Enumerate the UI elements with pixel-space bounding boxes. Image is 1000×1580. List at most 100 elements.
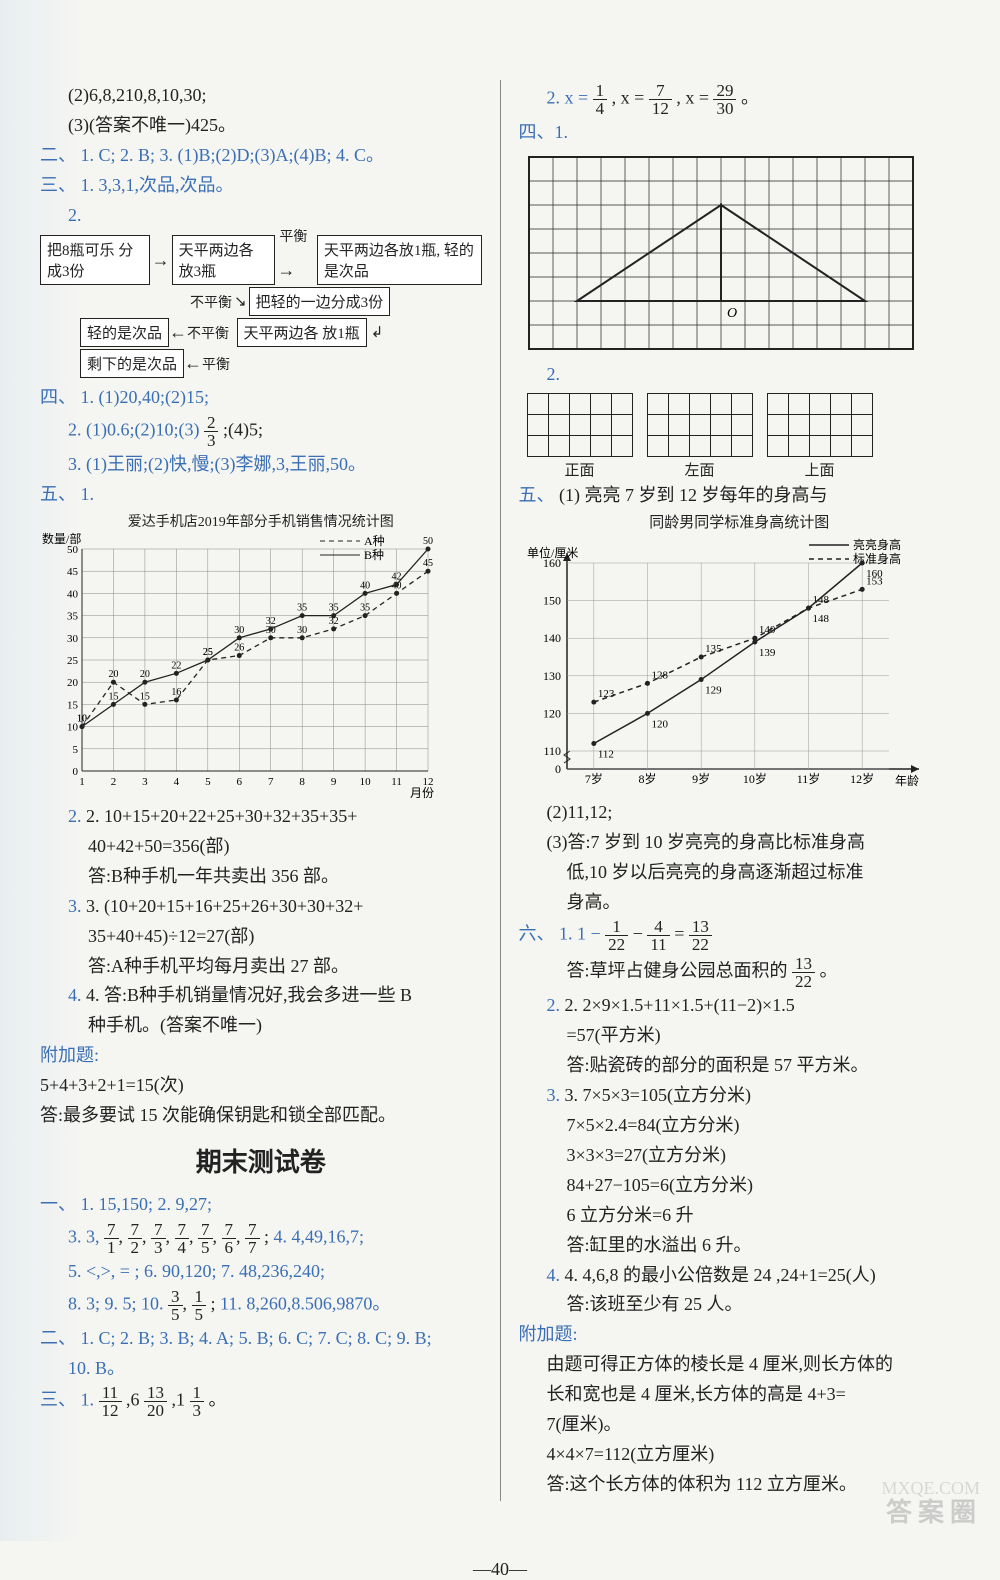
flow-box: 轻的是次品: [80, 318, 169, 347]
page: (2)6,8,210,8,10,30; (3)(答案不唯一)425。 二、 1.…: [0, 0, 1000, 1541]
arrow-icon: [152, 250, 170, 271]
text: 3. 3, 71, 72, 73, 74, 75, 76, 77 ; 4. 4,…: [40, 1221, 482, 1256]
text: 1. C;: [81, 145, 116, 165]
text: 四、 1. (1)20,40;(2)15;: [40, 384, 482, 412]
svg-text:6: 6: [237, 776, 243, 788]
svg-text:30: 30: [67, 633, 79, 645]
bonus-label: 附加题:: [40, 1042, 482, 1070]
svg-text:10岁: 10岁: [742, 771, 766, 786]
svg-text:25: 25: [67, 655, 79, 667]
flow-label: 平衡: [202, 354, 230, 374]
text: 2.: [519, 361, 961, 389]
svg-text:32: 32: [266, 616, 276, 627]
text: 40+42+50=356(部): [40, 833, 482, 861]
svg-text:10: 10: [77, 714, 87, 725]
text: 1. 15,150;: [81, 1194, 154, 1214]
section-label: 二、: [40, 145, 76, 165]
text: 10. B。: [40, 1355, 482, 1383]
section-label: 六、: [519, 924, 555, 944]
text: 2. x = 14 , x = 712 , x = 2930 。: [519, 82, 961, 117]
svg-text:数量/部: 数量/部: [42, 531, 81, 546]
text: (2)11,12;: [519, 799, 961, 827]
section-label: 二、: [40, 1328, 76, 1348]
text: =57(平方米): [519, 1022, 961, 1050]
svg-text:9: 9: [331, 776, 337, 788]
svg-text:0: 0: [73, 766, 79, 778]
text: 三、 1. 1112 ,6 1320 ,1 13 。: [40, 1384, 482, 1419]
svg-text:130: 130: [543, 669, 561, 683]
section-label: 四、: [40, 387, 76, 407]
svg-text:35: 35: [297, 603, 307, 614]
text: 长和宽也是 4 厘米,长方体的高是 4+3=: [519, 1381, 961, 1409]
text: 答:该班至少有 25 人。: [519, 1291, 961, 1319]
text: 答:草坪占健身公园总面积的 1322 。: [519, 955, 961, 990]
svg-text:9岁: 9岁: [692, 771, 710, 786]
svg-text:11岁: 11岁: [796, 771, 820, 786]
flow-box: 天平两边各放1瓶, 轻的是次品: [317, 235, 482, 285]
svg-text:120: 120: [543, 706, 561, 720]
text: 身高。: [519, 889, 961, 917]
svg-text:139: 139: [758, 647, 775, 659]
svg-text:年龄: 年龄: [895, 774, 919, 788]
text: 2. B;: [120, 145, 155, 165]
svg-text:3: 3: [142, 776, 148, 788]
svg-text:30: 30: [234, 625, 244, 636]
svg-text:12岁: 12岁: [850, 771, 874, 786]
sales-chart: 05101520253035404550123456789101112数量/部月…: [40, 531, 440, 801]
svg-text:0: 0: [555, 762, 561, 776]
text: 8. 3; 9. 5; 10. 35, 15 ; 11. 8,260,8.506…: [40, 1288, 482, 1323]
text: 2.: [40, 202, 482, 230]
text: 4. 4. 答:B种手机销量情况好,我会多进一些 B: [40, 982, 482, 1010]
svg-text:140: 140: [543, 631, 561, 645]
svg-text:25: 25: [203, 647, 213, 658]
svg-text:亮亮身高: 亮亮身高: [853, 537, 901, 552]
flow-box: 天平两边各 放1瓶: [237, 318, 367, 347]
fraction: 23: [204, 414, 219, 449]
text: 1. (1)20,40;(2)15;: [81, 387, 209, 407]
svg-text:20: 20: [140, 669, 150, 680]
arrow-icon: [169, 322, 187, 343]
svg-text:160: 160: [543, 556, 561, 570]
text: 答:最多要试 15 次能确保钥匙和锁全部匹配。: [40, 1102, 482, 1130]
svg-text:35: 35: [360, 603, 370, 614]
svg-text:7岁: 7岁: [584, 771, 602, 786]
bonus-label: 附加题:: [519, 1321, 961, 1349]
svg-text:B种: B种: [364, 548, 384, 562]
text: 六、 1. 1 − 122 − 411 = 1322: [519, 918, 961, 953]
text: 3. (1)B;(2)D;(3)A;(4)B;: [160, 145, 332, 165]
left-column: (2)6,8,210,8,10,30; (3)(答案不唯一)425。 二、 1.…: [30, 80, 501, 1501]
arrow-icon: [184, 353, 202, 374]
svg-text:A种: A种: [364, 534, 385, 548]
flow-box: 把8瓶可乐 分成3份: [40, 235, 150, 285]
text: (3)答:7 岁到 10 岁亮亮的身高比标准身高: [519, 829, 961, 857]
text: 3. (1)王丽;(2)快,慢;(3)李娜,3,王丽,50。: [40, 451, 482, 479]
text: 答:贴瓷砖的部分的面积是 57 平方米。: [519, 1052, 961, 1080]
flow-box: 剩下的是次品: [80, 349, 184, 378]
text: 3. 3. 7×5×3=105(立方分米): [519, 1082, 961, 1110]
svg-text:5: 5: [205, 776, 211, 788]
svg-text:30: 30: [297, 625, 307, 636]
height-chart: 单位/厘米年龄01101201301401501607岁8岁9岁10岁11岁12…: [519, 537, 949, 797]
svg-text:150: 150: [543, 594, 561, 608]
text: 五、 1.: [40, 481, 482, 509]
flow-box: 天平两边各 放3瓶: [172, 235, 276, 285]
svg-text:129: 129: [705, 684, 722, 696]
svg-text:15: 15: [140, 692, 150, 703]
svg-text:22: 22: [171, 660, 181, 671]
svg-text:15: 15: [67, 700, 79, 712]
text: 2. (1)0.6;(2)10;(3) 23 ;(4)5;: [40, 414, 482, 449]
svg-text:50: 50: [423, 536, 433, 547]
page-number: —40—: [0, 1559, 1000, 1580]
text: 4×4×7=112(立方厘米): [519, 1441, 961, 1469]
svg-text:2: 2: [111, 776, 117, 788]
text: 4. C。: [336, 145, 384, 165]
text: 6 立方分米=6 升: [519, 1202, 961, 1230]
svg-text:35: 35: [329, 603, 339, 614]
svg-text:5: 5: [73, 744, 79, 756]
text: 1. 3,3,1,次品,次品。: [81, 175, 234, 195]
section-label: 四、: [519, 122, 555, 142]
svg-text:160: 160: [866, 568, 883, 580]
svg-text:110: 110: [543, 744, 561, 758]
svg-text:8岁: 8岁: [638, 771, 656, 786]
svg-text:45: 45: [67, 566, 79, 578]
